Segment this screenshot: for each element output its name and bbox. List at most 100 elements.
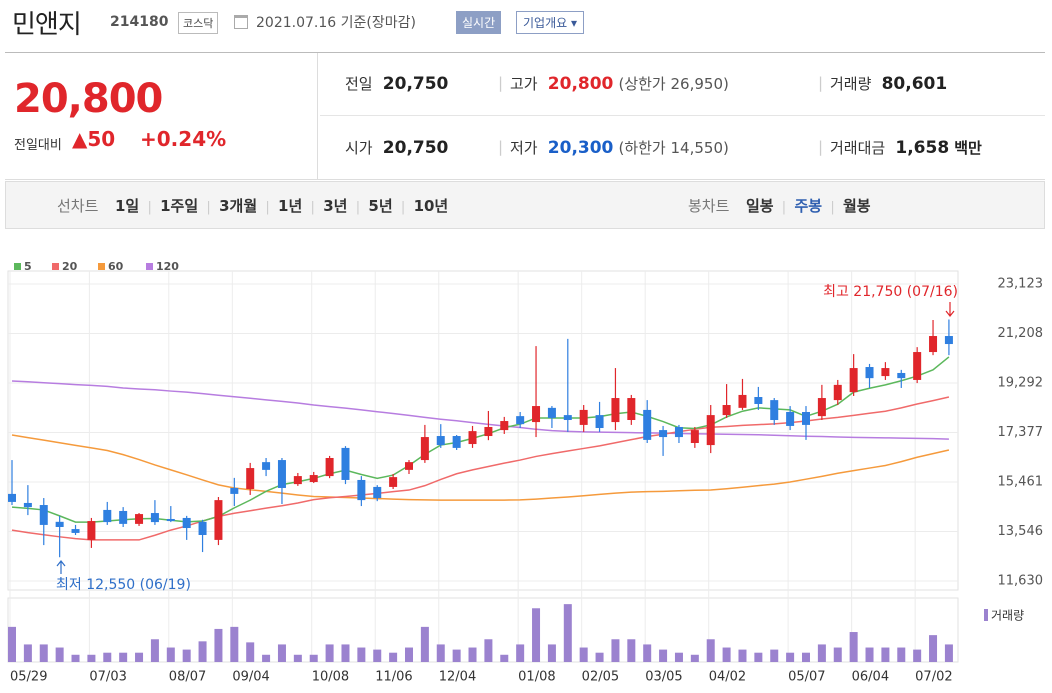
period-tab[interactable]: 3개월 (219, 197, 258, 215)
candle-body (198, 521, 207, 536)
tab-separator: | (302, 200, 324, 215)
volume-bar (532, 608, 541, 662)
volume-bar (579, 647, 588, 662)
x-tick-label: 07/02 (915, 670, 952, 685)
x-tick-label: 10/08 (312, 670, 349, 685)
candle-body (150, 513, 159, 523)
candle-body (405, 462, 413, 470)
x-tick-label: 05/29 (10, 670, 47, 685)
legend-label: 120 (156, 260, 179, 273)
volume-bar (690, 654, 699, 662)
candle-body (849, 368, 858, 393)
candle-body (357, 479, 366, 501)
volume-bar (119, 652, 128, 662)
candle-body (325, 457, 334, 477)
period-tab[interactable]: 1일 (114, 197, 140, 215)
ma-line (11, 380, 949, 440)
volume-bar (547, 644, 556, 662)
price-box (5, 52, 1045, 180)
candle-body (627, 398, 636, 421)
candle-tab[interactable]: 월봉 (843, 197, 871, 215)
period-tab[interactable]: 1년 (278, 197, 303, 215)
volume-bar (563, 604, 572, 662)
stat: 저가 20,300 (하한가 14,550) (510, 137, 729, 158)
volume-bar (309, 654, 318, 662)
volume-bar (595, 652, 604, 662)
candle-body (277, 460, 286, 488)
period-tab[interactable]: 10년 (413, 197, 449, 215)
volume-bar (627, 639, 636, 662)
candle-body (420, 437, 429, 461)
candle-body (611, 398, 620, 423)
volume-bar (135, 652, 144, 662)
volume-bar (944, 644, 953, 662)
tab-separator: | (392, 200, 414, 215)
change-pct: +0.24% (140, 127, 227, 151)
date: 2021.07.16 기준(장마감) (256, 15, 416, 31)
candle-body (690, 430, 699, 444)
volume-bar (468, 647, 477, 662)
candle-tab[interactable]: 일봉 (745, 197, 774, 215)
candle-body (436, 436, 445, 446)
stat: 고가 20,800 (상한가 26,950) (510, 73, 729, 94)
candle-body (532, 406, 541, 423)
volume-bar (881, 647, 890, 662)
candle-body (802, 411, 810, 425)
candle-body (484, 426, 493, 437)
candle-body (182, 517, 191, 529)
stat-value: 20,750 (382, 74, 449, 94)
divider: | (818, 74, 824, 92)
company-info-button[interactable]: 기업개요 ▾ (516, 11, 585, 34)
volume-bar (754, 652, 763, 662)
stat-note: (하한가 14,550) (618, 139, 729, 157)
ma-line (11, 434, 950, 501)
volume-bar (55, 647, 64, 662)
volume-bar (674, 652, 683, 662)
volume-bar (913, 649, 922, 662)
period-tab[interactable]: 1주일 (160, 197, 199, 215)
period-tab[interactable]: 5년 (368, 197, 393, 215)
calendar-icon (234, 15, 248, 29)
x-tick-label: 08/07 (169, 670, 206, 685)
volume-bar (865, 647, 874, 662)
volume-bar (39, 644, 48, 662)
candle-body (817, 398, 826, 417)
stat: 시가 20,750 (345, 137, 448, 158)
x-tick-label: 02/05 (582, 670, 619, 685)
tab-separator: | (198, 200, 220, 215)
candle-tab[interactable]: 주봉 (794, 197, 823, 215)
volume-bar (150, 639, 159, 662)
candle-body (468, 431, 477, 445)
line-tabs: 선차트 1일 | 1주일 | 3개월 | 1년 | 3년 | 5년 | 10년 (57, 195, 448, 216)
volume-bar (706, 639, 715, 662)
volume-bar (659, 649, 668, 662)
volume-bar (71, 654, 80, 662)
volume-bar (293, 654, 302, 662)
legend-swatch (98, 263, 105, 270)
ma-line (11, 356, 950, 523)
stock-code: 214180 (110, 14, 169, 30)
candle-body (547, 407, 556, 418)
candle-body (722, 405, 731, 416)
tab-separator (729, 200, 746, 215)
stat: 거래대금 1,658 백만 (830, 137, 982, 158)
stat-label: 전일 (345, 75, 373, 93)
volume-bar (786, 652, 795, 662)
realtime-button[interactable]: 실시간 (456, 11, 502, 34)
volume-bar (817, 644, 826, 662)
period-tab[interactable]: 3년 (323, 197, 348, 215)
volume-bar (198, 641, 207, 662)
price-column (5, 53, 318, 179)
volume-legend-label: 거래량 (991, 609, 1024, 623)
candle-body (214, 500, 223, 540)
candle-body (563, 415, 572, 421)
x-tick-label: 07/03 (89, 670, 126, 685)
candle-body (643, 409, 652, 440)
stat: 거래량 80,601 (830, 73, 947, 94)
stat: 전일 20,750 (345, 73, 448, 94)
volume-bar (611, 639, 620, 662)
candle-body (738, 394, 747, 408)
candle-body (135, 514, 144, 524)
candle-body (659, 430, 668, 438)
volume-bar (405, 647, 413, 662)
